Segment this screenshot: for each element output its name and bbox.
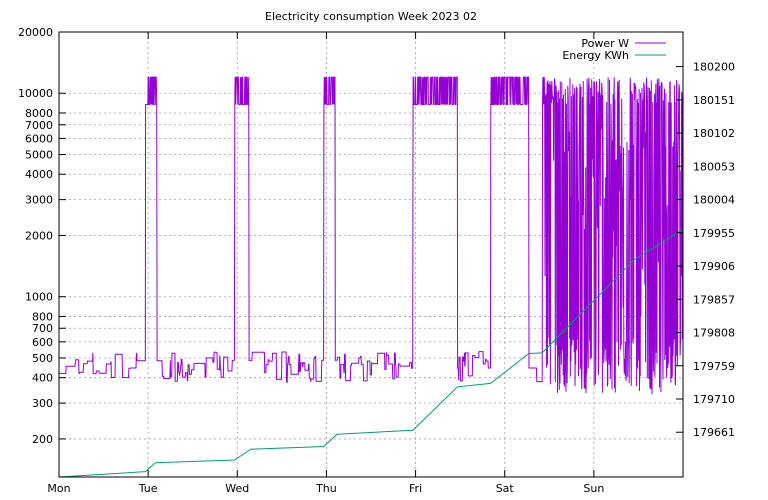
y-left-tick-label: 600 — [32, 336, 53, 349]
y-right-tick-label: 179661 — [693, 426, 735, 439]
x-tick-label: Sat — [496, 482, 515, 495]
y-right-tick-label: 179955 — [693, 227, 735, 240]
x-tick-label: Thu — [315, 482, 337, 495]
y-left-tick-label: 8000 — [25, 107, 53, 120]
y-left-tick-label: 6000 — [25, 132, 53, 145]
y-right-tick-label: 179906 — [693, 260, 735, 273]
x-tick-label: Tue — [138, 482, 158, 495]
power-line — [59, 76, 684, 395]
y-left-tick-label: 400 — [32, 372, 53, 385]
energy-line — [58, 228, 684, 478]
y-right-tick-label: 180151 — [693, 94, 735, 107]
x-tick-label: Mon — [47, 482, 70, 495]
y-left-tick-label: 1000 — [25, 291, 53, 304]
y-left-tick-label: 800 — [32, 310, 53, 323]
plot-frame — [58, 31, 684, 478]
energy-series — [58, 228, 684, 478]
y-right-tick-label: 179759 — [693, 360, 735, 373]
y-right-tick-label: 180200 — [693, 61, 735, 74]
y-left-tick-label: 4000 — [25, 168, 53, 181]
x-tick-label: Sun — [583, 482, 604, 495]
y-right-tick-label: 180102 — [693, 127, 735, 140]
y-left-tick-label: 5000 — [25, 148, 53, 161]
y-left-tick-label: 500 — [32, 352, 53, 365]
x-tick-label: Fri — [409, 482, 422, 495]
y-left-tick-label: 300 — [32, 397, 53, 410]
legend-power-label: Power W — [581, 37, 629, 50]
legend-energy-label: Energy KWh — [562, 49, 629, 62]
y-left-tick-label: 2000 — [25, 229, 53, 242]
x-tick-label: Wed — [225, 482, 249, 495]
y-left-tick-label: 7000 — [25, 119, 53, 132]
y-right-tick-label: 179857 — [693, 293, 735, 306]
chart-title: Electricity consumption Week 2023 02 — [265, 10, 477, 23]
y-right-tick-label: 180004 — [693, 194, 735, 207]
y-left-tick-label: 3000 — [25, 194, 53, 207]
y-left-tick-label: 700 — [32, 322, 53, 335]
y-right-tick-label: 179808 — [693, 327, 735, 340]
y-right-tick-label: 179710 — [693, 393, 735, 406]
y-left-tick-label: 20000 — [18, 26, 53, 39]
power-series — [59, 76, 684, 395]
y-left-tick-label: 200 — [32, 433, 53, 446]
y-right-tick-label: 180053 — [693, 160, 735, 173]
y-left-tick-label: 10000 — [18, 87, 53, 100]
